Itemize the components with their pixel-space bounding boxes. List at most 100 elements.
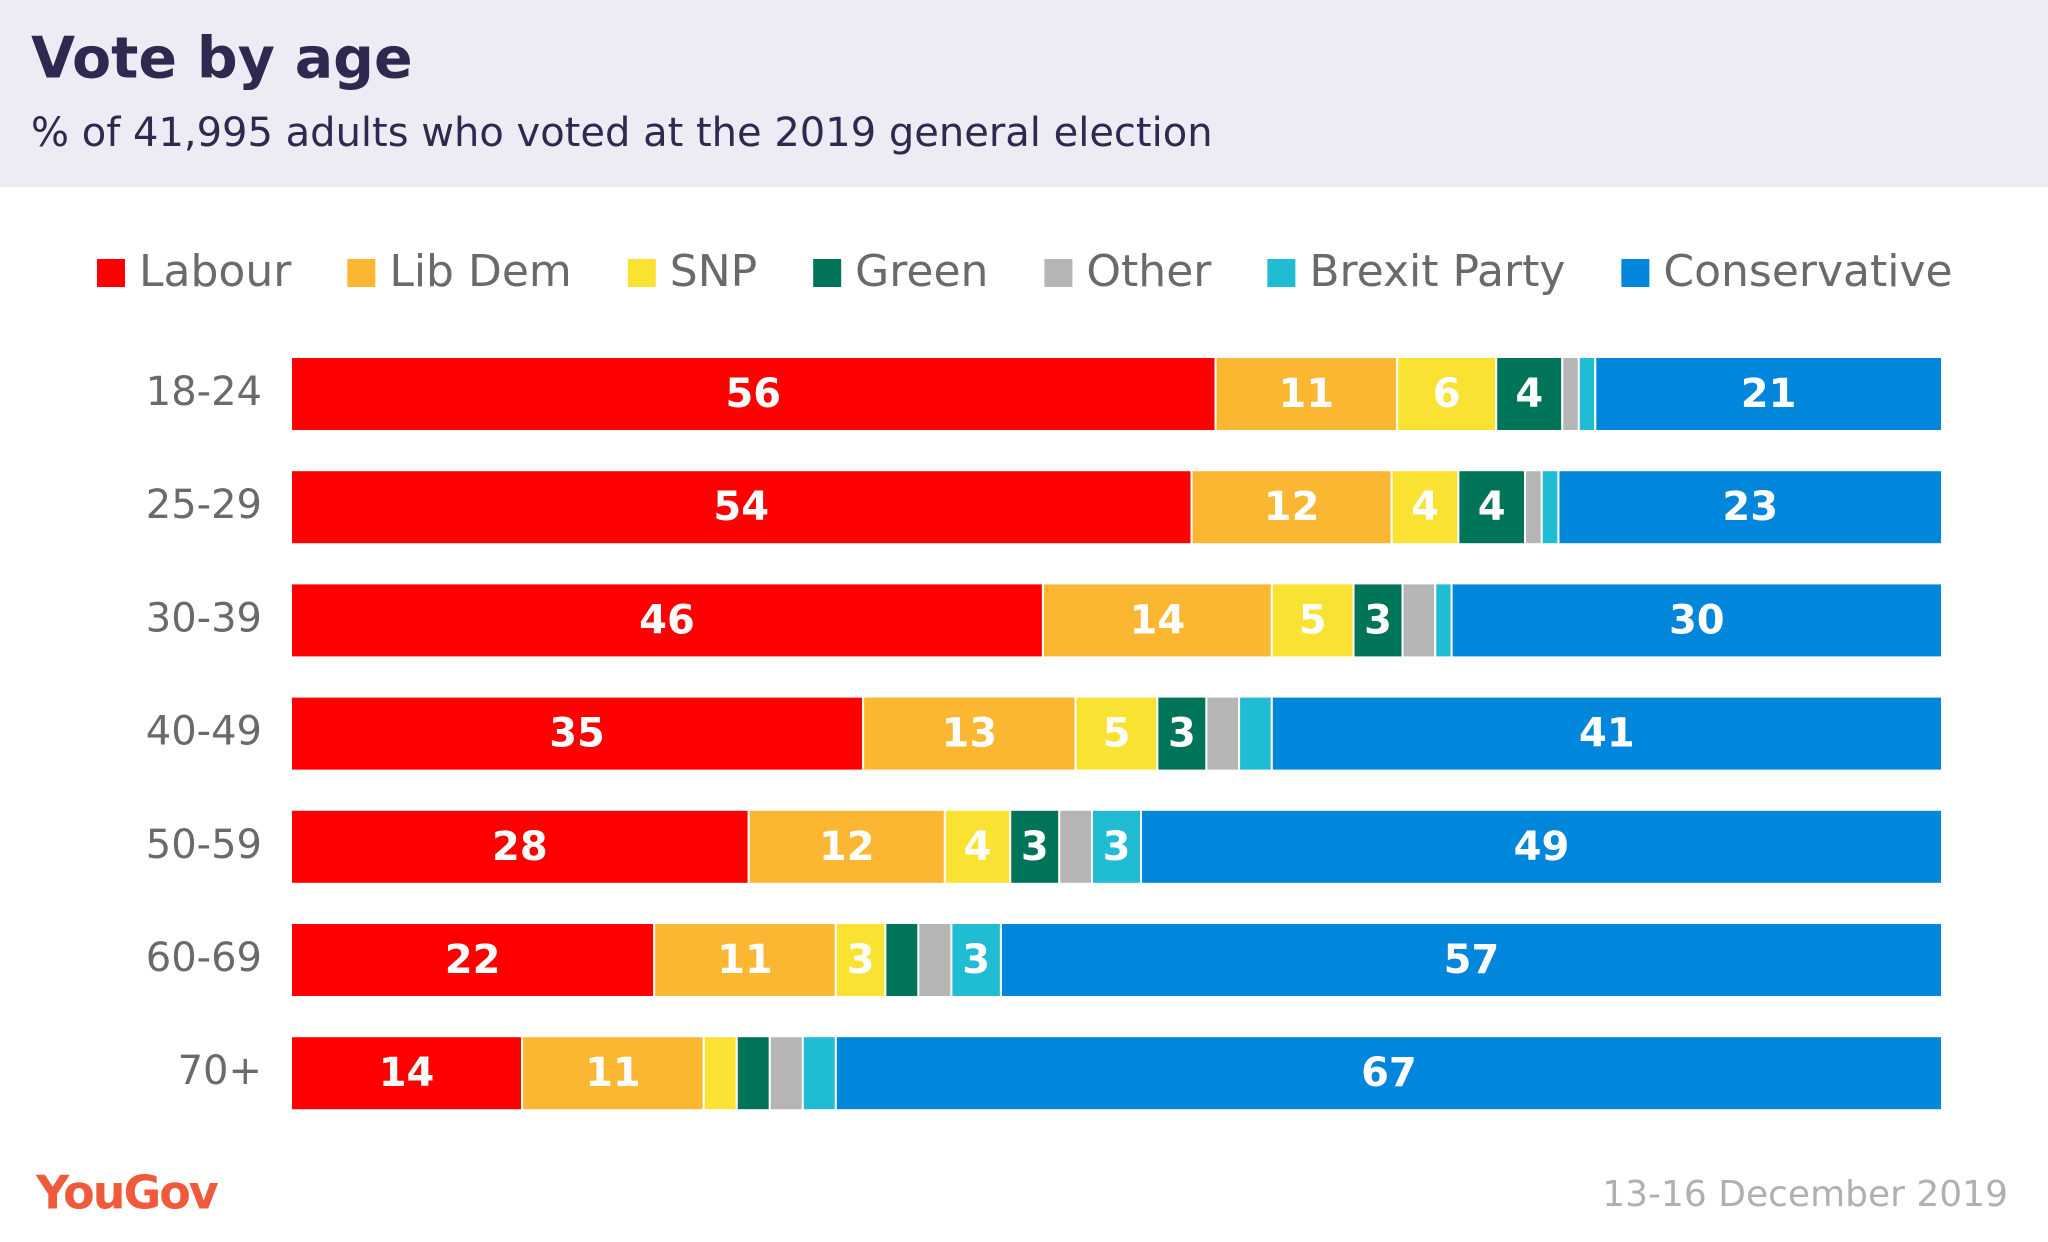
data-label: 3	[847, 937, 875, 983]
legend-swatch	[97, 259, 125, 287]
data-label: 35	[549, 711, 605, 757]
data-label: 3	[1103, 824, 1131, 870]
data-label: 23	[1722, 484, 1778, 530]
bar-segment	[1009, 808, 1061, 885]
data-label: 3	[962, 937, 990, 983]
bar-segment	[1090, 808, 1143, 885]
legend-label: Brexit Party	[1309, 246, 1565, 297]
bar-segment	[1434, 582, 1453, 659]
bar-segment	[1524, 469, 1543, 546]
y-tick-label: 60-69	[146, 935, 262, 981]
bar-segment	[834, 922, 887, 998]
bar-segment	[1390, 469, 1460, 546]
bar-segment	[1270, 695, 1944, 772]
bar-segment	[1238, 695, 1273, 772]
bar-segment	[1074, 695, 1159, 772]
bar-segment	[1401, 582, 1437, 659]
y-tick-label: 40-49	[146, 709, 262, 755]
data-label: 14	[1130, 597, 1186, 643]
data-label: 4	[964, 824, 992, 870]
data-label: 22	[445, 937, 501, 983]
bar-segment	[1557, 469, 1943, 546]
legend-swatch	[1267, 259, 1296, 287]
bar-segment	[521, 1035, 705, 1112]
legend-swatch	[627, 259, 656, 287]
data-label: 67	[1361, 1050, 1417, 1096]
data-label: 4	[1515, 371, 1543, 417]
bar-segment	[1352, 582, 1404, 659]
bar-segment	[862, 695, 1077, 772]
data-label: 30	[1669, 597, 1725, 643]
data-label: 5	[1299, 597, 1327, 643]
data-label: 11	[717, 937, 773, 983]
bar-segment	[1561, 356, 1580, 432]
data-label: 13	[942, 711, 998, 757]
data-label: 3	[1364, 597, 1392, 643]
bar-segment	[290, 695, 865, 772]
data-label: 21	[1741, 371, 1797, 417]
chart-title: Vote by age	[31, 26, 413, 92]
bar-segment	[917, 922, 953, 998]
data-label: 5	[1103, 711, 1131, 757]
data-label: 46	[639, 597, 695, 643]
bar-segment	[1270, 582, 1355, 659]
data-label: 28	[492, 824, 548, 870]
bar-segment	[1450, 582, 1944, 659]
data-label: 56	[725, 371, 781, 417]
data-label: 41	[1579, 711, 1635, 757]
legend-label: Green	[855, 246, 988, 297]
bar-segment	[1205, 695, 1241, 772]
data-label: 54	[713, 484, 769, 530]
bar-segment	[290, 356, 1217, 432]
bar-segment	[1577, 356, 1597, 432]
bar-segment	[735, 1035, 771, 1112]
y-tick-label: 18-24	[146, 369, 262, 415]
bar-segment	[1041, 582, 1273, 659]
bar-segment	[290, 808, 750, 885]
bar-segment	[1156, 695, 1208, 772]
bar-segment	[1457, 469, 1527, 546]
bar-segment	[768, 1035, 804, 1112]
bar-segment	[999, 922, 1943, 998]
bar-segment	[950, 922, 1002, 998]
legend-swatch	[1044, 259, 1073, 287]
data-label: 57	[1444, 937, 1500, 983]
legend-swatch	[813, 259, 842, 287]
legend-swatch	[347, 259, 376, 287]
data-label: 6	[1433, 371, 1461, 417]
data-label: 11	[585, 1050, 641, 1096]
bar-segment	[1396, 356, 1498, 432]
bar-segment	[1140, 808, 1943, 885]
bar-segment	[1495, 356, 1564, 432]
bar-segment	[1058, 808, 1093, 885]
legend-label: Conservative	[1663, 246, 1952, 297]
data-label: 11	[1279, 371, 1335, 417]
legend-label: Labour	[139, 246, 292, 297]
data-label: 49	[1514, 824, 1570, 870]
legend-label: SNP	[670, 246, 757, 297]
bar-segment	[702, 1035, 738, 1112]
bar-segment	[290, 582, 1044, 659]
y-tick-label: 25-29	[146, 482, 262, 528]
data-label: 12	[819, 824, 875, 870]
header-band	[0, 0, 2048, 187]
data-label: 14	[379, 1050, 435, 1096]
bar-segment	[290, 469, 1193, 546]
y-tick-label: 30-39	[146, 595, 262, 641]
data-label: 4	[1411, 484, 1439, 530]
bar-segment	[943, 808, 1012, 885]
legend-label: Lib Dem	[389, 246, 571, 297]
date-note: 13-16 December 2019	[1602, 1174, 2008, 1215]
bar-segment	[747, 808, 946, 885]
data-label: 3	[1168, 711, 1196, 757]
chart-subtitle: % of 41,995 adults who voted at the 2019…	[31, 110, 1213, 156]
y-tick-label: 70+	[178, 1048, 262, 1094]
data-label: 3	[1021, 824, 1049, 870]
bar-segment	[1540, 469, 1560, 546]
bar-segment	[884, 922, 920, 998]
brand-logo: YouGov	[35, 1166, 219, 1220]
y-tick-label: 50-59	[146, 822, 262, 868]
bar-segment	[1214, 356, 1399, 432]
legend-label: Other	[1086, 246, 1212, 297]
